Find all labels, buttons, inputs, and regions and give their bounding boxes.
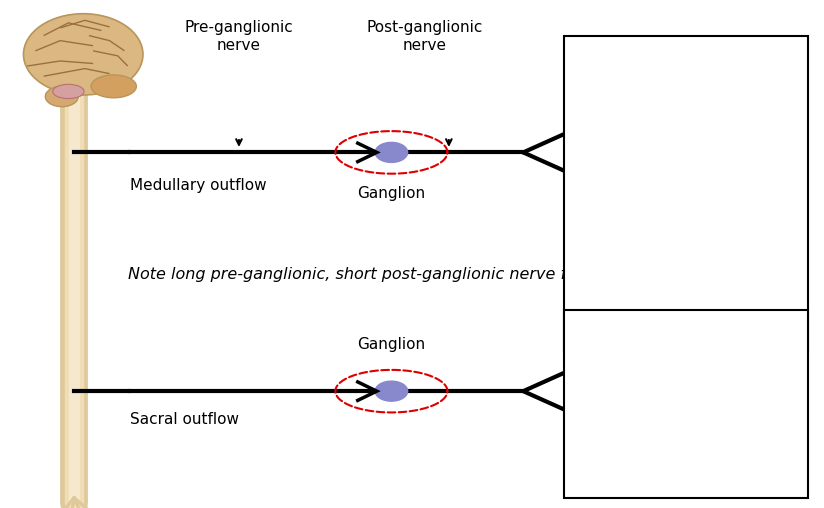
Text: • Airways: • Airways bbox=[583, 105, 656, 120]
Text: Pre-ganglionic
nerve: Pre-ganglionic nerve bbox=[185, 20, 293, 53]
Ellipse shape bbox=[45, 86, 78, 107]
Text: • Large intestine: • Large intestine bbox=[583, 429, 711, 444]
Text: Medullary outflow: Medullary outflow bbox=[130, 178, 267, 193]
Ellipse shape bbox=[53, 84, 84, 99]
Text: • Gastro-intestinal
    Tract: • Gastro-intestinal Tract bbox=[583, 276, 723, 309]
Text: • Heart: • Heart bbox=[583, 219, 639, 234]
FancyBboxPatch shape bbox=[564, 310, 808, 498]
Text: • Reproductive
    organs: • Reproductive organs bbox=[583, 376, 698, 408]
Text: Ganglion: Ganglion bbox=[358, 186, 425, 201]
Text: Post-ganglionic
nerve: Post-ganglionic nerve bbox=[366, 20, 483, 53]
Text: Ganglion: Ganglion bbox=[358, 337, 425, 352]
Text: • Salivary glands: • Salivary glands bbox=[583, 163, 714, 177]
Text: Sacral outflow: Sacral outflow bbox=[130, 411, 239, 427]
Text: Note long pre-ganglionic, short post-ganglionic nerve fibres: Note long pre-ganglionic, short post-gan… bbox=[128, 267, 606, 282]
Ellipse shape bbox=[91, 75, 137, 98]
Text: • Eyes: • Eyes bbox=[583, 48, 633, 64]
Ellipse shape bbox=[24, 14, 143, 95]
Text: • Bladder: • Bladder bbox=[583, 323, 656, 338]
Circle shape bbox=[375, 381, 408, 401]
FancyBboxPatch shape bbox=[564, 36, 808, 351]
Circle shape bbox=[375, 142, 408, 163]
